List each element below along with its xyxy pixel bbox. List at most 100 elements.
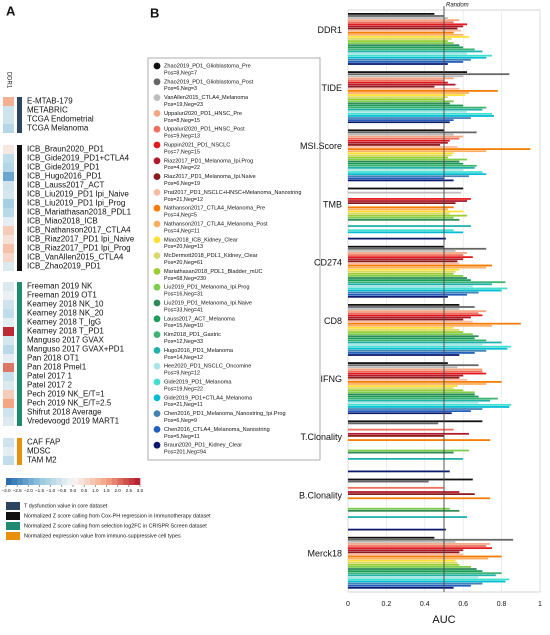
bar xyxy=(348,162,464,165)
bar xyxy=(348,576,479,579)
category-label: MSI.Score xyxy=(300,141,342,151)
heat-cell xyxy=(3,190,14,199)
bar xyxy=(348,383,487,385)
heat-cell xyxy=(3,282,14,291)
row-label: Patel 2017 1 xyxy=(27,372,72,381)
heat-cell xyxy=(3,208,14,217)
bar xyxy=(348,160,460,163)
colorbar-cell xyxy=(84,478,91,485)
legend-label: Nathanson2017_CTLA4_Melanoma_Pre xyxy=(164,206,265,212)
bar xyxy=(348,79,444,82)
legend-marker xyxy=(153,125,161,133)
heat-cell xyxy=(3,253,14,262)
bar xyxy=(348,428,454,431)
row-label: METABRIC xyxy=(27,106,68,115)
bar xyxy=(348,245,444,248)
legend-marker xyxy=(153,78,161,86)
bar xyxy=(348,115,494,117)
bar xyxy=(348,23,468,26)
bar xyxy=(348,135,464,138)
row-label: ICB_VanAllen2015_CTLA4 xyxy=(27,253,124,262)
bar xyxy=(348,559,456,562)
colorbar-tick-label: 2.5 xyxy=(126,488,133,493)
legend-marker xyxy=(153,362,161,370)
legend-info: Pos=14,Neg=12 xyxy=(164,355,203,361)
heat-cell xyxy=(3,399,14,408)
bar xyxy=(348,391,475,394)
row-label: Manguso 2017 GVAX+PD1 xyxy=(27,345,125,354)
bar xyxy=(348,555,502,558)
bar xyxy=(348,528,446,531)
bar xyxy=(348,578,510,581)
legend-label: Normalized expression value from immuno-… xyxy=(24,534,181,540)
group-bar xyxy=(17,438,22,465)
bar xyxy=(348,566,471,568)
row-label: ICB_Gide2019_PD1 xyxy=(27,163,100,172)
legend-marker xyxy=(153,110,161,117)
row-label: TCGA Endometrial xyxy=(27,115,94,124)
bar xyxy=(348,56,487,59)
heat-cell xyxy=(3,115,14,124)
legend-info: Pos=9,Neg=13 xyxy=(164,134,200,140)
bar xyxy=(348,63,448,65)
row-label: Kearney 2018 T_IgG xyxy=(27,318,101,327)
heat-cell xyxy=(3,217,14,226)
bar xyxy=(348,187,464,190)
heat-cell xyxy=(3,336,14,345)
bar xyxy=(348,281,506,284)
bar xyxy=(348,100,454,103)
legend-info: Pos=19,Neg=23 xyxy=(164,102,203,108)
bar xyxy=(348,50,483,53)
bar xyxy=(348,451,454,454)
bar xyxy=(348,349,487,352)
bar xyxy=(348,191,462,194)
bar xyxy=(348,310,487,313)
legend-label: Gide2019_PD1_Melanoma xyxy=(164,379,232,385)
bar xyxy=(348,372,487,375)
bar xyxy=(348,212,450,215)
row-label: ICB_Nathanson2017_CTLA4 xyxy=(27,226,131,235)
colorbar-tick-label: −1.5 xyxy=(35,488,45,493)
colorbar-tick-label: 1.5 xyxy=(103,488,110,493)
bar xyxy=(348,173,487,176)
bar xyxy=(348,387,454,390)
legend-marker xyxy=(153,441,161,449)
colorbar-tick-label: 2.0 xyxy=(114,488,121,493)
bar xyxy=(348,322,521,325)
legend-info: Pos=4,Neg=22 xyxy=(164,165,200,171)
group-bar xyxy=(17,145,22,271)
row-label: TAM M2 xyxy=(27,456,57,465)
bar xyxy=(348,422,439,425)
heat-cell xyxy=(3,172,14,181)
bar xyxy=(348,352,475,354)
bar xyxy=(348,304,460,306)
bar xyxy=(348,77,454,80)
bar xyxy=(348,275,464,277)
heat-cell xyxy=(3,381,14,390)
row-label: ICB_Braun2020_PD1 xyxy=(27,145,104,154)
bar xyxy=(348,432,469,435)
colorbar-tick-label: −3.0 xyxy=(1,488,11,493)
colorbar-cell xyxy=(6,478,12,485)
bar xyxy=(348,557,489,560)
bar xyxy=(348,570,483,572)
colorbar-cell xyxy=(134,478,141,485)
bar xyxy=(348,572,502,575)
bar xyxy=(348,202,456,205)
bar xyxy=(348,38,452,40)
bar xyxy=(348,547,492,550)
heat-cell xyxy=(3,106,14,115)
colorbar-cell xyxy=(128,478,135,485)
row-label: ICB_Mariathasan2018_PDL1 xyxy=(27,208,132,217)
colorbar-cell xyxy=(22,478,29,485)
bar xyxy=(348,491,460,493)
bar xyxy=(348,73,510,76)
heat-cell xyxy=(3,154,14,163)
bar xyxy=(348,395,479,398)
legend-label: Prat2017_PD1_NSCLC+HNSC+Melanoma_Nanostr… xyxy=(164,190,301,196)
bar xyxy=(348,256,473,259)
legend-label: Liu2019_PD1_Melanoma_Ipi.Prog xyxy=(164,285,250,291)
bar xyxy=(348,549,464,552)
bar xyxy=(348,378,468,381)
